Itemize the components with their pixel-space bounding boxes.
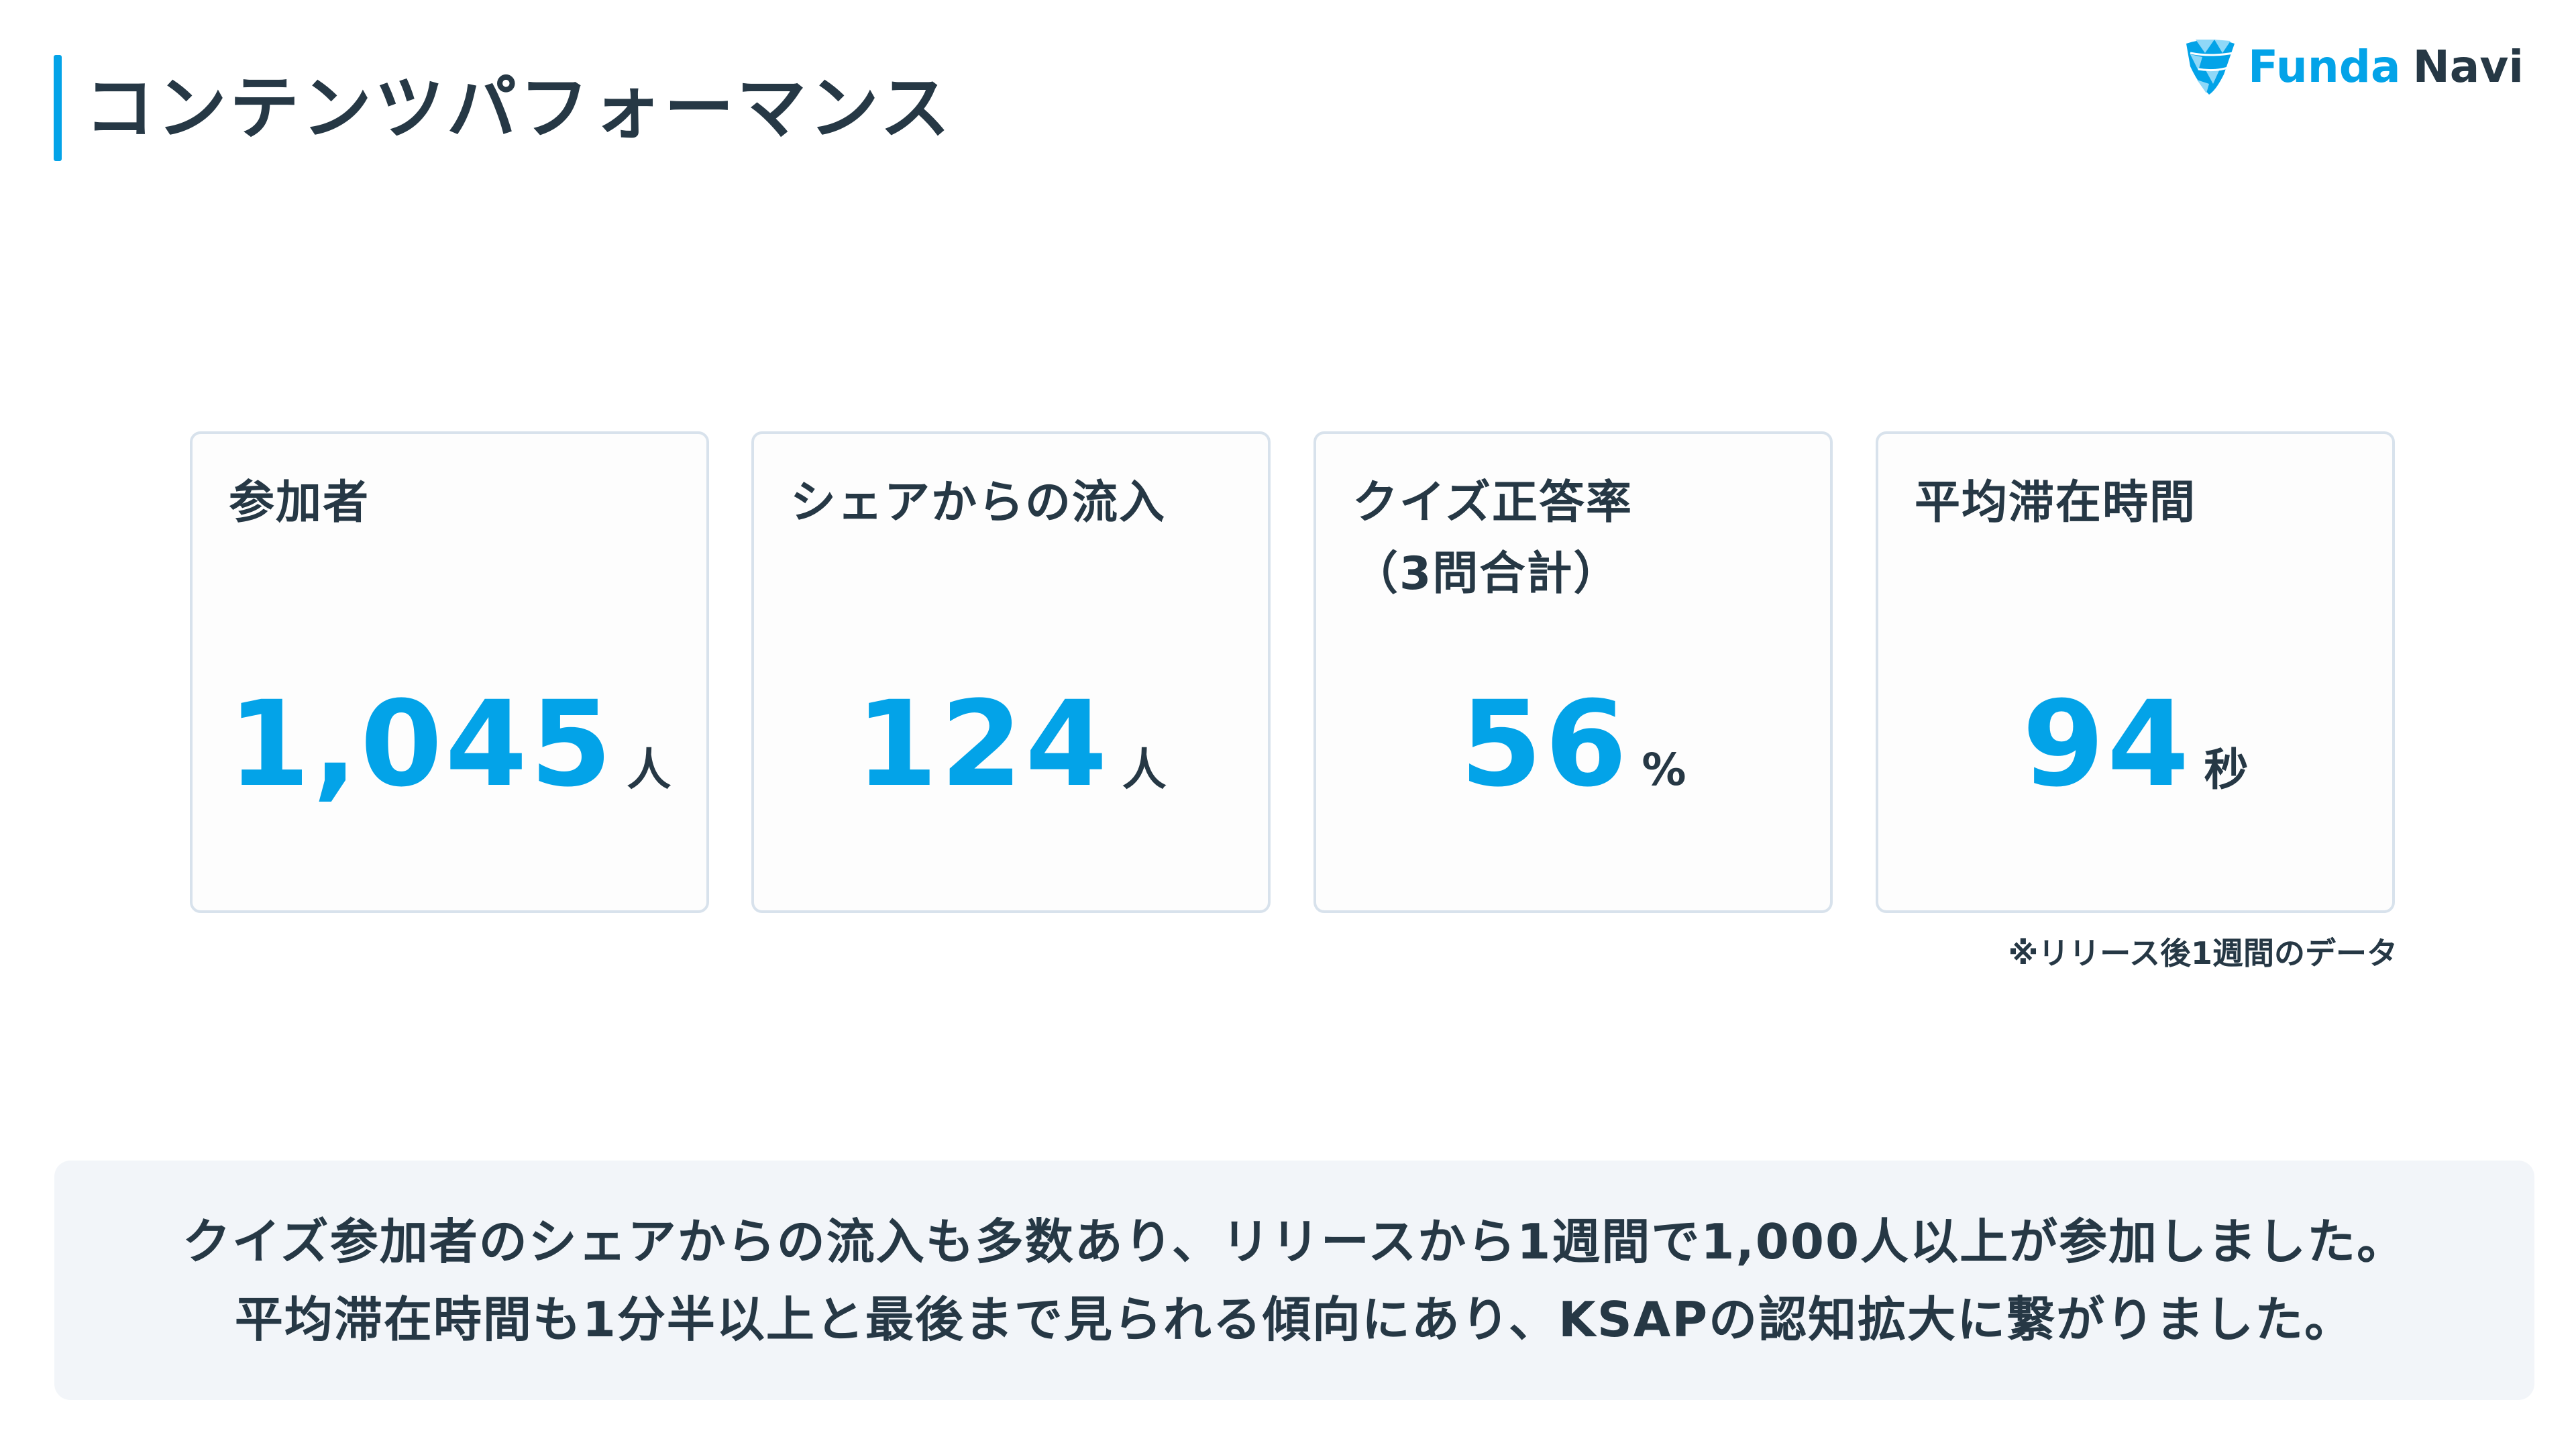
title-accent-bar — [54, 55, 62, 161]
logo-text-funda: Funda — [2248, 40, 2401, 93]
metric-card-participants: 参加者 1,045 人 — [190, 431, 709, 913]
metric-unit: % — [1642, 744, 1686, 796]
metric-unit: 人 — [1122, 744, 1167, 796]
metric-label: 平均滞在時間 — [1915, 476, 2197, 529]
footnote: ※リリース後1週間のデータ — [2008, 935, 2398, 971]
metric-card-share-inflow: シェアからの流入 124 人 — [751, 431, 1271, 913]
metric-value: 56 — [1460, 676, 1630, 813]
metric-value: 94 — [2022, 676, 2192, 813]
metric-label-line2: （3問合計） — [1352, 547, 1621, 600]
summary-box: クイズ参加者のシェアからの流入も多数あり、リリースから1週間で1,000人以上が… — [54, 1161, 2534, 1400]
metric-card-avg-time: 平均滞在時間 94 秒 — [1876, 431, 2395, 913]
funda-navi-logo-icon — [2186, 40, 2235, 95]
metric-label: 参加者 — [229, 476, 370, 529]
metric-label: クイズ正答率 （3問合計） — [1352, 468, 1633, 610]
metric-value: 124 — [855, 676, 1110, 813]
metric-unit: 秒 — [2204, 744, 2249, 796]
logo-text-navi: Navi — [2412, 40, 2524, 93]
metric-unit: 人 — [627, 744, 672, 796]
metric-label: シェアからの流入 — [790, 476, 1167, 529]
metric-value: 1,045 — [227, 676, 615, 813]
metric-label-line1: クイズ正答率 — [1352, 476, 1633, 529]
page-title: コンテンツパフォーマンス — [85, 67, 953, 149]
summary-line: 平均滞在時間も1分半以上と最後まで見られる傾向にあり、KSAPの認知拡大に繋がり… — [234, 1291, 2355, 1348]
summary-line: クイズ参加者のシェアからの流入も多数あり、リリースから1週間で1,000人以上が… — [182, 1213, 2407, 1270]
logo: Funda Navi — [2184, 37, 2524, 96]
metric-card-quiz-accuracy: クイズ正答率 （3問合計） 56% — [1313, 431, 1833, 913]
